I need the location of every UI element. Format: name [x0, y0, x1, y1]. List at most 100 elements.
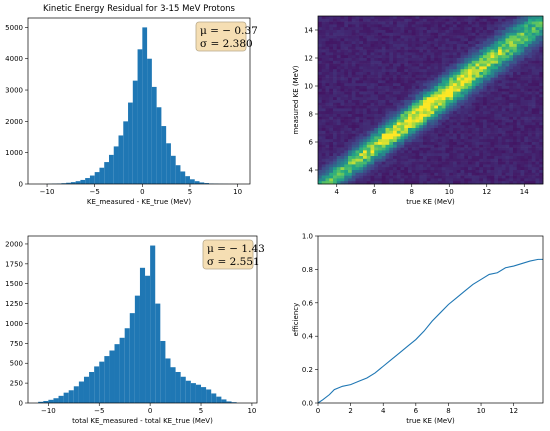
heatmap-cell — [416, 173, 420, 176]
heatmap-cell — [423, 150, 427, 153]
heatmap-cell — [423, 22, 427, 25]
heatmap-cell — [453, 111, 457, 114]
heatmap-cell — [359, 86, 363, 89]
heatmap-cell — [491, 159, 495, 162]
heatmap-cell — [476, 64, 480, 67]
heatmap-cell — [472, 100, 476, 103]
heatmap-cell — [472, 44, 476, 47]
heatmap-cell — [344, 148, 348, 151]
heatmap-cell — [408, 27, 412, 30]
heatmap-cell — [382, 162, 386, 165]
heatmap-cell — [427, 38, 431, 41]
heatmap-cell — [476, 159, 480, 162]
heatmap-cell — [449, 86, 453, 89]
heatmap-cell — [513, 103, 517, 106]
heatmap-cell — [509, 16, 513, 19]
heatmap-cell — [326, 103, 330, 106]
heatmap-cell — [528, 78, 532, 81]
heatmap-cell — [341, 162, 345, 165]
heatmap-cell — [506, 136, 510, 139]
heatmap-cell — [344, 33, 348, 36]
heatmap-cell — [401, 44, 405, 47]
heatmap-cell — [491, 125, 495, 128]
heatmap-cell — [344, 106, 348, 109]
heatmap-cell — [329, 69, 333, 72]
histogram-bar — [140, 268, 145, 403]
heatmap-cell — [427, 27, 431, 30]
heatmap-cell — [468, 128, 472, 131]
heatmap-cell — [359, 162, 363, 165]
heatmap-cell — [363, 72, 367, 75]
heatmap-cell — [416, 97, 420, 100]
heatmap-cell — [476, 173, 480, 176]
heatmap-cell — [524, 170, 528, 173]
heatmap-cell — [386, 27, 390, 30]
heatmap-cell — [356, 173, 360, 176]
heatmap-cell — [408, 92, 412, 95]
heatmap-cell — [521, 122, 525, 125]
heatmap-cell — [521, 167, 525, 170]
heatmap-cell — [431, 156, 435, 159]
heatmap-cell — [468, 78, 472, 81]
chart-title: Kinetic Energy Residual for 3-15 MeV Pro… — [43, 4, 236, 14]
heatmap-cell — [378, 50, 382, 53]
heatmap-cell — [446, 162, 450, 165]
heatmap-cell — [532, 159, 536, 162]
heatmap-cell — [337, 128, 341, 131]
heatmap-cell — [386, 47, 390, 50]
heatmap-cell — [528, 33, 532, 36]
heatmap-cell — [374, 97, 378, 100]
heatmap-cell — [524, 111, 528, 114]
heatmap-cell — [356, 22, 360, 25]
heatmap-cell — [446, 100, 450, 103]
heatmap-cell — [476, 78, 480, 81]
heatmap-cell — [352, 44, 356, 47]
heatmap-cell — [468, 61, 472, 64]
heatmap-cell — [404, 173, 408, 176]
heatmap-cell — [517, 86, 521, 89]
heatmap-cell — [468, 134, 472, 137]
heatmap-cell — [491, 139, 495, 142]
heatmap-cell — [457, 16, 461, 19]
heatmap-cell — [359, 100, 363, 103]
heatmap-cell — [431, 150, 435, 153]
heatmap-cell — [318, 120, 322, 123]
heatmap-cell — [431, 58, 435, 61]
heatmap-cell — [479, 125, 483, 128]
heatmap-cell — [521, 36, 525, 39]
heatmap-cell — [374, 103, 378, 106]
heatmap-cell — [491, 134, 495, 137]
heatmap-cell — [453, 162, 457, 165]
heatmap-cell — [397, 128, 401, 131]
heatmap-cell — [502, 139, 506, 142]
heatmap-cell — [494, 27, 498, 30]
heatmap-cell — [326, 167, 330, 170]
heatmap-cell — [382, 52, 386, 55]
heatmap-cell — [408, 159, 412, 162]
heatmap-cell — [483, 173, 487, 176]
heatmap-cell — [487, 41, 491, 44]
heatmap-cell — [509, 108, 513, 111]
heatmap-cell — [491, 38, 495, 41]
heatmap-cell — [536, 100, 540, 103]
heatmap-cell — [494, 92, 498, 95]
heatmap-cell — [427, 58, 431, 61]
heatmap-cell — [397, 125, 401, 128]
heatmap-cell — [468, 108, 472, 111]
heatmap-cell — [528, 167, 532, 170]
heatmap-cell — [363, 19, 367, 22]
heatmap-cell — [536, 94, 540, 97]
heatmap-cell — [446, 83, 450, 86]
heatmap-cell — [506, 111, 510, 114]
heatmap-cell — [506, 75, 510, 78]
heatmap-cell — [359, 122, 363, 125]
heatmap-cell — [386, 156, 390, 159]
heatmap-cell — [431, 117, 435, 120]
heatmap-cell — [344, 66, 348, 69]
heatmap-cell — [509, 86, 513, 89]
heatmap-cell — [382, 50, 386, 53]
heatmap-cell — [329, 117, 333, 120]
heatmap-cell — [521, 38, 525, 41]
heatmap-cell — [461, 86, 465, 89]
